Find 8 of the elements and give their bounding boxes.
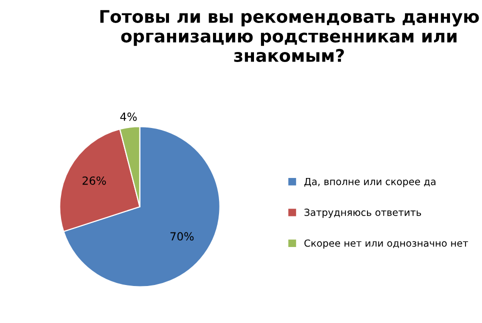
- data-label: 26%: [82, 176, 106, 185]
- data-label: 4%: [120, 112, 137, 121]
- legend-label: Скорее нет или однозначно нет: [304, 239, 468, 249]
- data-label: 70%: [170, 232, 194, 241]
- legend-label: Затрудняюсь ответить: [304, 208, 422, 218]
- pie-slice: [63, 126, 220, 288]
- chart-title: Готовы ли вы рекомендовать данную организацию родственникам или знакомым?: [100, 10, 479, 62]
- legend-label: Да, вполне или скорее да: [304, 178, 436, 188]
